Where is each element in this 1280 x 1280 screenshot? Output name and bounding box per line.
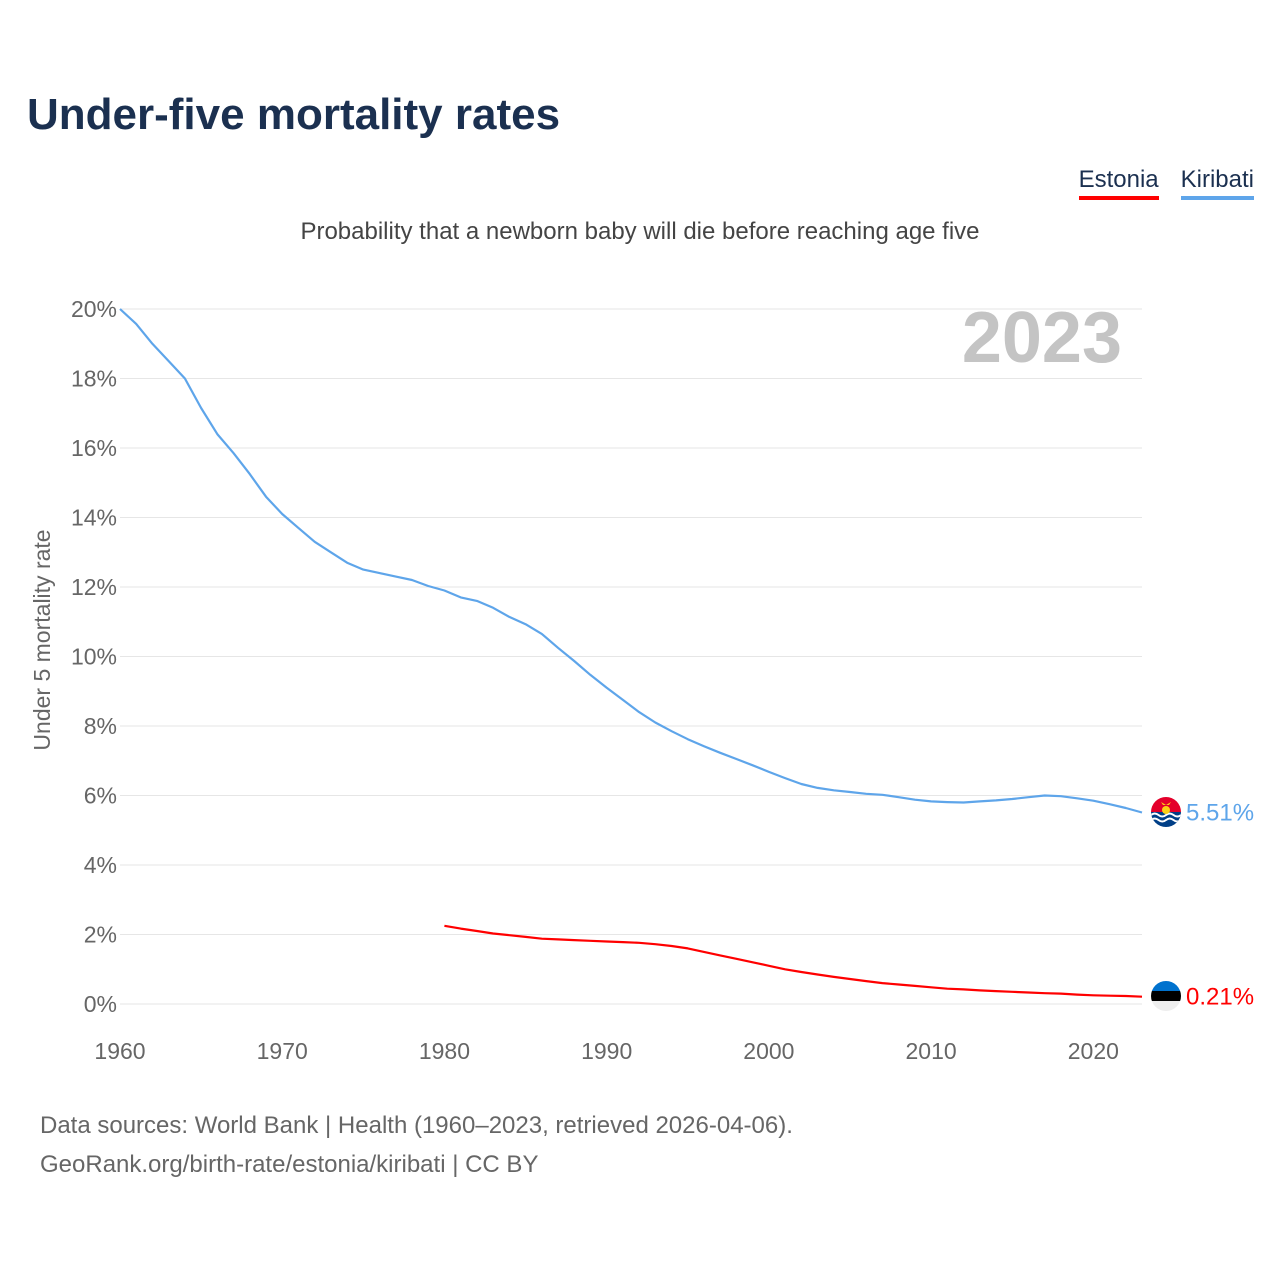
x-tick-label: 2020 [1068, 1038, 1119, 1064]
legend-item-kiribati[interactable]: Kiribati [1180, 166, 1254, 200]
x-tick-label: 1980 [419, 1038, 470, 1064]
legend: Estonia Kiribati [1078, 166, 1254, 200]
series-line-estonia [444, 924, 1143, 998]
x-tick-label: 2010 [906, 1038, 957, 1064]
y-tick-label: 14% [71, 505, 117, 531]
legend-item-estonia[interactable]: Estonia [1078, 166, 1159, 200]
estonia-flag-icon [1151, 981, 1181, 1011]
end-label-estonia: 0.21% [1186, 984, 1254, 1011]
source-link[interactable]: GeoRank.org/birth-rate/estonia/kiribati … [40, 1151, 539, 1178]
chart-subtitle: Probability that a newborn baby will die… [300, 218, 980, 245]
year-watermark: 2023 [962, 298, 1122, 378]
y-tick-label: 12% [71, 574, 117, 600]
page-title: Under-five mortality rates [27, 90, 561, 139]
y-tick-label: 16% [71, 435, 117, 461]
end-label-kiribati: 5.51% [1186, 800, 1254, 827]
y-tick-label: 10% [71, 644, 117, 670]
series-line-kiribati [119, 308, 1143, 814]
y-axis-label: Under 5 mortality rate [29, 529, 55, 750]
y-tick-label: 6% [84, 783, 117, 809]
y-tick-label: 20% [71, 296, 117, 322]
x-tick-label: 1960 [94, 1038, 145, 1064]
footer: Data sources: World Bank | Health (1960–… [40, 1106, 793, 1184]
x-tick-label: 1990 [581, 1038, 632, 1064]
x-tick-label: 1970 [257, 1038, 308, 1064]
y-tick-label: 8% [84, 713, 117, 739]
kiribati-flag-icon [1151, 797, 1181, 827]
y-tick-label: 18% [71, 366, 117, 392]
y-tick-label: 0% [84, 991, 117, 1017]
x-tick-label: 2000 [743, 1038, 794, 1064]
y-tick-label: 2% [84, 922, 117, 948]
y-tick-label: 4% [84, 852, 117, 878]
data-source-note: Data sources: World Bank | Health (1960–… [40, 1112, 793, 1139]
